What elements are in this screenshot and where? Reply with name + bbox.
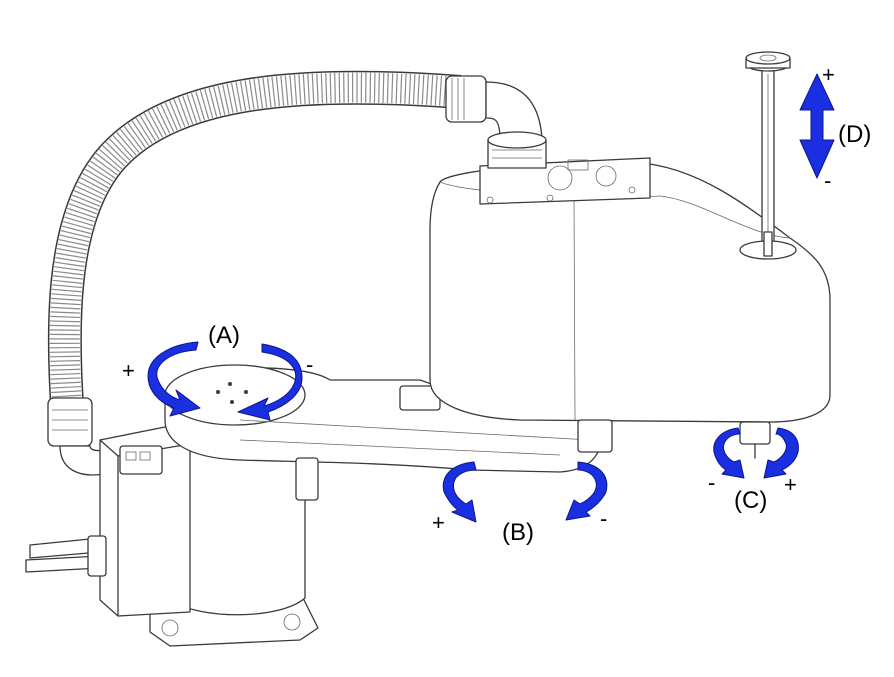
ball-screw-shaft [739,51,797,260]
arm-2-housing [429,131,831,459]
axis-d-label: (D) [838,121,871,148]
axis-a-minus-sign: - [306,352,313,377]
axis-b-label: (B) [502,519,534,546]
axis-a-label: (A) [208,322,240,349]
axis-c-plus-arrow [763,427,799,479]
axis-c-label: (C) [734,487,767,514]
axis-d-minus-sign: - [824,168,831,193]
axis-c-minus-arrow [713,427,745,479]
axis-b-minus-sign: - [600,506,607,531]
axis-b-plus-arrow [442,461,477,523]
axis-a-minus-arrow [237,343,303,421]
axis-b-minus-arrow [565,461,608,521]
axis-d-arrow [799,73,835,179]
axis-a-plus-arrow [147,341,201,417]
axis-d-plus-sign: + [822,62,835,87]
axis-b-plus-sign: + [432,510,445,535]
axis-c-minus-sign: - [708,470,715,495]
axis-c-plus-sign: + [784,472,797,497]
axis-a-plus-sign: + [122,358,135,383]
robot-base [25,425,319,647]
cable-hose [47,70,543,476]
